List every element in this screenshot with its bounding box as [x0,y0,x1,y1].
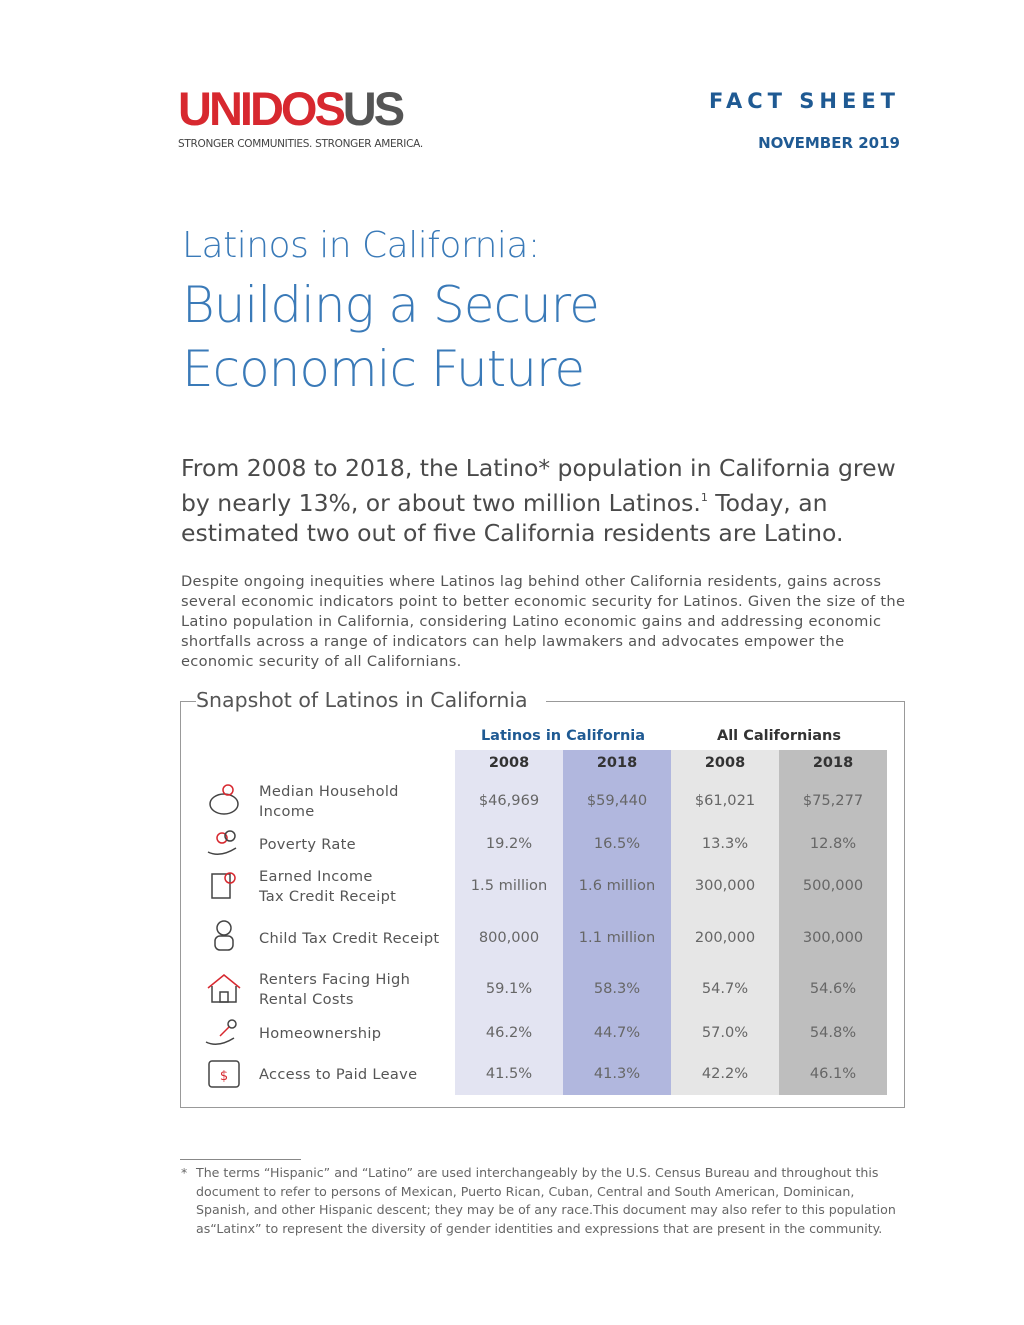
cell: 200,000 [694,929,756,946]
footnote-marker: * [181,1165,188,1180]
cell: 13.3% [701,835,749,852]
frame-top [546,701,904,702]
footnote-rule [180,1159,301,1160]
table-frame [180,701,905,1108]
logo-gray: US [342,82,405,135]
cell: $46,969 [478,792,540,809]
cell: 500,000 [802,877,864,894]
cell: $59,440 [586,792,648,809]
table-title: Snapshot of Latinos in California [196,688,528,712]
tagline: STRONGER COMMUNITIES. STRONGER AMERICA. [178,138,423,150]
date: NOVEMBER 2019 [758,134,900,152]
column-group: All Californians [716,728,842,744]
cell: 16.5% [593,835,641,852]
svg-text:$: $ [220,1069,228,1084]
icon-calendar: $ [208,1060,240,1088]
row-label: Earned Income [259,868,373,885]
icon-key-hand [205,1019,237,1045]
icon-baby [214,920,234,951]
cell: 41.3% [593,1065,641,1082]
cell: 1.5 million [470,877,548,894]
logo-red: UNIDOS [178,82,346,135]
icon-hand-coins [207,830,237,855]
year-header: 2018 [596,755,638,771]
title-line: Building a Secure [182,276,600,334]
cell: 54.7% [701,980,749,997]
icon-piggy [209,784,239,815]
cell: 46.2% [485,1024,533,1041]
column-bg [455,750,563,1095]
icons: $ [205,784,241,1088]
frame-top [180,701,196,702]
row-label: Access to Paid Leave [259,1066,418,1083]
column-bg [671,750,779,1095]
year-header: 2008 [704,755,746,771]
lead-text: Today, an estimated two out of five Cali… [181,489,844,547]
cell: 42.2% [701,1065,749,1082]
column-group: Latinos in California [480,728,646,744]
title-line: Economic Future [182,340,585,398]
lead: From 2008 to 2018, the Latino* populatio… [181,453,911,548]
row-label: Rental Costs [259,991,354,1008]
cell: 1.6 million [578,877,656,894]
footnote: The terms “Hispanic” and “Latino” are us… [196,1165,896,1236]
cell: 41.5% [485,1065,533,1082]
icon-house [207,974,241,1003]
cell: 54.6% [809,980,857,997]
year-header: 2018 [812,755,854,771]
cell: 44.7% [593,1024,641,1041]
icon-form [211,872,236,899]
row-label: Tax Credit Receipt [259,888,397,905]
row-label: Renters Facing High [259,971,411,988]
cell: 300,000 [694,877,756,894]
logo: UNIDOSUS [178,82,405,135]
cell: 12.8% [809,835,857,852]
row-label: Median Household [259,783,399,800]
column-bg [563,750,671,1095]
cell: 54.8% [809,1024,857,1041]
cell: $75,277 [802,792,864,809]
body: Despite ongoing inequities where Latinos… [181,573,906,670]
cell: 59.1% [485,980,533,997]
row-label: Income [259,803,315,820]
note-ref: 1 [700,491,708,504]
cell: 57.0% [701,1024,749,1041]
cell: 19.2% [485,835,533,852]
doc-type: FACT SHEET [709,89,900,113]
kicker: Latinos in California: [182,225,540,266]
row-label: Child Tax Credit Receipt [259,930,440,947]
row-label: Poverty Rate [259,836,356,853]
cell: 58.3% [593,980,641,997]
cell: 1.1 million [578,929,656,946]
cell: 800,000 [478,929,540,946]
row-label: Homeownership [259,1025,382,1042]
column-bg [779,750,887,1095]
year-header: 2008 [488,755,530,771]
cell: 46.1% [809,1065,857,1082]
cell: 300,000 [802,929,864,946]
cell: $61,021 [694,792,756,809]
lead-text: From 2008 to 2018, the Latino* populatio… [181,454,896,517]
